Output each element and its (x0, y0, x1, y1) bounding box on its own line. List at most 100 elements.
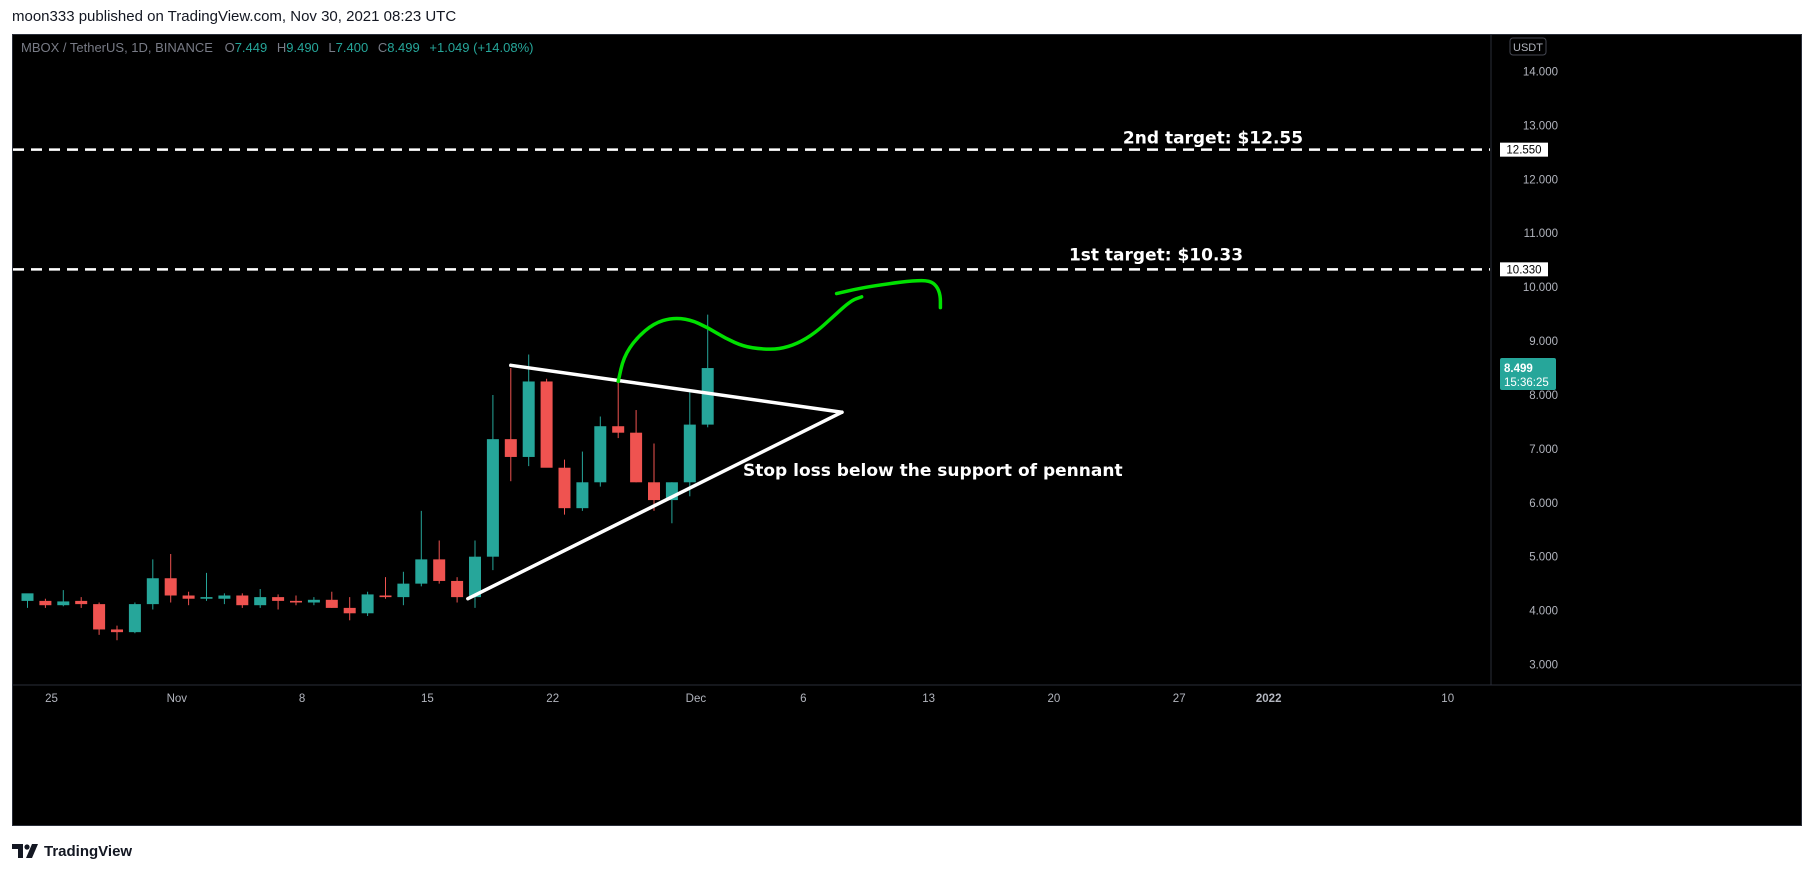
change-value: +1.049 (+14.08%) (429, 40, 533, 55)
open-label: O (225, 40, 235, 55)
candle-body (290, 600, 302, 603)
price-tick-label: 6.000 (1529, 498, 1558, 510)
currency-badge-frame[interactable] (1509, 37, 1547, 56)
candle-body (486, 439, 499, 557)
tradingview-brand: TradingView (44, 842, 133, 860)
price-scale[interactable]: USDT 14.000 13.000 12.000 11.000 10.000 9.000 8… (1490, 35, 1558, 685)
candle-body (164, 578, 177, 596)
projection-hook (834, 278, 943, 310)
time-tick-label: 22 (546, 693, 559, 705)
price-tick-label: 10.000 (1523, 282, 1558, 294)
last-price-label: 8.499 (1504, 363, 1533, 375)
candle-body (57, 601, 70, 606)
price-tick-label: 4.000 (1529, 606, 1558, 618)
candle-body (612, 426, 625, 433)
candle-body (93, 604, 106, 630)
time-tick-label: 8 (299, 693, 305, 705)
candle-body (21, 593, 34, 601)
candle-body (504, 439, 517, 457)
candle-body (236, 595, 249, 606)
candle-body (683, 424, 696, 483)
chart-frame[interactable]: MBOX / TetherUS, 1D, BINANCE O7.449 H9.4… (12, 34, 1802, 826)
candle-body (594, 426, 607, 483)
candle-body (433, 559, 446, 581)
svg-text:MBOX / TetherUS, 1D, BINANCE: MBOX / TetherUS, 1D, BINANCE O7.449 H9.4… (21, 40, 533, 55)
target2-price-label: 12.550 (1506, 145, 1541, 157)
candle-body (469, 556, 481, 598)
countdown-label: 15:36:25 (1504, 377, 1549, 389)
candle-body (397, 583, 410, 598)
price-tick-label: 5.000 (1529, 552, 1558, 564)
time-tick-label: 2022 (1256, 693, 1282, 705)
candle-body (415, 559, 428, 584)
high-label: H (277, 40, 286, 55)
candle-body (558, 467, 571, 509)
tradingview-logo-icon (12, 844, 38, 858)
drawings-layer (13, 148, 1490, 601)
chart-svg[interactable]: MBOX / TetherUS, 1D, BINANCE O7.449 H9.4… (13, 35, 1801, 825)
candle-body (630, 432, 643, 483)
price-tick-label: 3.000 (1529, 660, 1558, 672)
time-tick-label: 25 (45, 693, 58, 705)
candle-body (75, 600, 88, 605)
chart-background (13, 35, 1801, 825)
candle-body (648, 482, 660, 501)
publish-header: moon333 published on TradingView.com, No… (12, 8, 457, 25)
candle-body (111, 629, 123, 633)
target1-annotation[interactable]: 1st target: $10.33 (1069, 245, 1243, 265)
price-tick-label: 7.000 (1529, 444, 1558, 456)
close-value: 8.499 (387, 40, 420, 55)
time-scale[interactable]: 25 Nov 8 15 22 Dec 6 13 20 27 2022 10 (13, 684, 1801, 705)
time-tick-label: 15 (421, 693, 434, 705)
pennant-resistance-line (509, 363, 844, 414)
time-tick-label: 20 (1048, 693, 1061, 705)
price-tick-label: 13.000 (1523, 120, 1558, 132)
candle-body (540, 381, 553, 468)
candle-body (272, 597, 285, 601)
time-tick-label: Dec (686, 693, 707, 705)
candle-body (39, 600, 52, 606)
candle-body (701, 368, 714, 425)
tradingview-footer[interactable]: TradingView (12, 840, 132, 862)
candle-body (200, 597, 213, 599)
low-value: 7.400 (336, 40, 369, 55)
candle-body (522, 381, 535, 457)
pennant-support-line (466, 410, 844, 601)
last-price-box (1500, 358, 1556, 391)
time-tick-label: 27 (1173, 693, 1186, 705)
price-tick-label: 11.000 (1524, 228, 1558, 240)
symbol-line: MBOX / TetherUS, 1D, BINANCE (21, 40, 213, 55)
candle-body (361, 594, 374, 614)
candle-body (146, 578, 159, 605)
price-tick-label: 8.000 (1529, 390, 1558, 402)
high-value: 9.490 (286, 40, 319, 55)
open-value: 7.449 (235, 40, 268, 55)
low-label: L (328, 40, 335, 55)
target2-price-label-box (1500, 142, 1548, 157)
price-tick-label: 9.000 (1529, 336, 1558, 348)
time-tick-label: Nov (167, 693, 188, 705)
time-tick-label: 6 (800, 693, 806, 705)
candle-body (576, 482, 589, 509)
candle-body (254, 597, 267, 606)
candle-body (307, 599, 320, 603)
price-tick-label: 12.000 (1523, 174, 1558, 186)
candle-body (182, 595, 195, 599)
time-tick-label: 13 (922, 693, 935, 705)
close-label: C (378, 40, 387, 55)
candle-body (379, 595, 392, 598)
price-tick-label: 14.000 (1523, 67, 1558, 79)
candle-body (343, 607, 356, 614)
candle-body (128, 604, 141, 633)
candle-body (218, 595, 231, 599)
currency-badge[interactable]: USDT (1513, 42, 1543, 54)
time-tick-label: 10 (1441, 693, 1454, 705)
candle-body (451, 580, 464, 598)
stop-loss-annotation[interactable]: Stop loss below the support of pennant (743, 461, 1123, 481)
projection-curve (616, 295, 864, 384)
symbol-legend: MBOX / TetherUS, 1D, BINANCE O7.449 H9.4… (21, 40, 533, 55)
target2-annotation[interactable]: 2nd target: $12.55 (1123, 129, 1303, 149)
target1-price-label-box (1500, 262, 1548, 277)
target1-price-label: 10.330 (1506, 264, 1541, 276)
candle-body (325, 599, 338, 608)
